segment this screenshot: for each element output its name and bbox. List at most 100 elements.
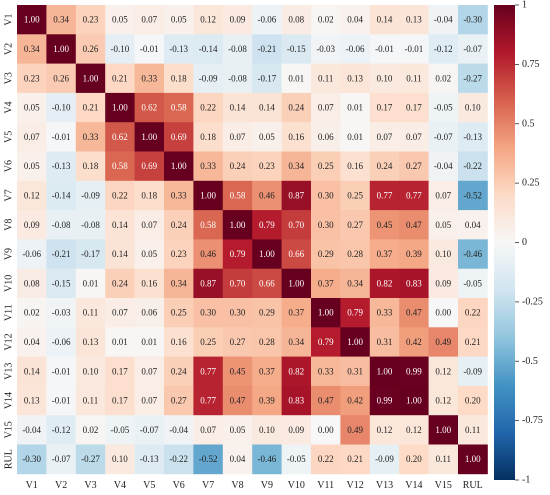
heatmap-cell-V5-V9 [252,122,282,152]
heatmap-cell-V2-V7 [193,34,224,64]
heatmap-cell-V13-V2 [46,356,77,387]
cell-value-label: 0.02 [318,15,334,25]
cell-value-label: 0.34 [53,15,69,25]
cell-value-label: 1.00 [377,366,393,376]
heatmap-cell-V12-RUL [458,327,488,357]
heatmap-cell-V4-V2 [46,92,77,123]
cell-value-label: 0.83 [406,278,422,288]
heatmap-cell-V5-V12 [340,122,371,152]
heatmap-cell-V4-V1 [17,92,47,123]
cell-value-label: -0.06 [52,337,71,347]
heatmap-cell-V2-V11 [311,34,341,64]
cell-value-label: 0.28 [259,337,275,347]
cell-value-label: -0.15 [287,44,306,54]
heatmap-cell-V12-V8 [222,327,253,357]
cell-value-label: -0.27 [463,73,482,83]
cell-value-label: 0.06 [318,132,334,142]
cell-value-label: 0.34 [171,278,187,288]
heatmap-cell-V6-V8 [222,151,253,182]
cell-value-label: 0.82 [377,278,393,288]
cell-value-label: 0.16 [171,337,187,347]
cell-value-label: -0.13 [169,44,188,54]
heatmap-cell-V13-V9 [252,356,282,387]
heatmap-cell-V6-V3 [75,151,106,182]
heatmap-cell-V10-V8 [222,268,253,299]
cell-value-label: -0.01 [52,396,71,406]
heatmap-cell-V4-V6 [164,92,194,123]
heatmap-cell-RUL-V7 [193,444,224,475]
heatmap-cell-V7-V3 [75,180,106,211]
heatmap-cell-V9-V11 [311,239,341,270]
cell-value-label: 0.11 [406,73,421,83]
heatmap-cell-RUL-V3 [75,444,106,475]
heatmap-cell-V13-V8 [222,356,253,387]
cell-value-label: -0.21 [258,44,277,54]
y-tick-label: V10 [4,275,15,292]
heatmap-cell-V14-V6 [164,385,194,416]
cell-value-label: 0.07 [24,132,40,142]
cell-value-label: 0.27 [347,220,363,230]
heatmap-cell-V5-V6 [164,122,194,152]
heatmap-cell-V9-V12 [340,239,371,270]
cell-value-label: -0.46 [258,454,277,464]
heatmap-cell-V4-V15 [428,92,459,123]
cell-value-label: 0.14 [112,220,128,230]
heatmap-cell-V12-V5 [134,327,165,357]
cell-value-label: -0.27 [81,454,100,464]
y-tick-label: V9 [4,248,15,260]
cell-value-label: 0.58 [230,190,246,200]
y-tick-label: V3 [4,72,15,84]
cell-value-label: 0.30 [200,308,216,318]
cell-value-label: -0.06 [258,15,277,25]
heatmap-cell-V5-V2 [46,122,77,152]
heatmap-cell-V1-RUL [458,5,488,35]
cell-value-label: 0.34 [288,161,304,171]
cell-value-label: -0.14 [199,44,218,54]
cell-value-label: 1.00 [171,161,187,171]
heatmap-cell-RUL-V13 [369,444,400,475]
heatmap-cell-V9-V7 [193,239,224,270]
x-tick-label: V4 [114,480,126,491]
cell-value-label: -0.07 [463,44,482,54]
cell-value-label: 0.10 [83,366,99,376]
heatmap-cell-V7-V15 [428,180,459,211]
cell-value-label: -0.10 [111,44,130,54]
colorbar-tick-label: 0.75 [522,59,540,70]
cell-value-label: 0.21 [465,337,481,347]
heatmap-cell-V1-V5 [134,5,165,35]
heatmap-cell-V15-RUL [458,415,488,445]
cell-value-label: 0.34 [24,44,40,54]
heatmap-cell-V6-V10 [281,151,312,182]
cell-value-label: -0.05 [463,278,482,288]
heatmap-cell-V10-V5 [134,268,165,299]
cell-value-label: 0.39 [406,249,422,259]
cell-value-label: 1.00 [200,190,216,200]
cell-value-label: 0.08 [24,278,40,288]
cell-value-label: 0.33 [200,161,216,171]
cell-value-label: -0.17 [258,73,277,83]
y-tick-label: RUL [4,449,15,469]
cell-value-label: -0.52 [463,190,482,200]
y-tick-label: V2 [4,43,15,55]
cell-value-label: 0.17 [406,103,422,113]
cell-value-label: 0.33 [318,366,334,376]
y-tick-label: V5 [4,131,15,143]
heatmap-cell-V10-V13 [369,268,400,299]
cell-value-label: 0.00 [435,308,451,318]
cell-value-label: -0.22 [169,454,188,464]
heatmap-cell-V3-V3 [75,63,106,94]
colorbar-tick-label: -0.75 [522,415,543,426]
heatmap-cell-V13-V11 [311,356,341,387]
cell-value-label: 0.24 [171,220,187,230]
cell-value-label: 0.11 [318,73,333,83]
cell-value-label: 0.77 [200,396,216,406]
y-tick-label: V11 [4,304,15,321]
y-tick-label: V14 [4,392,15,409]
heatmap-cell-V2-V4 [105,34,135,64]
cell-value-label: 0.06 [141,308,157,318]
cell-value-label: -0.04 [169,425,188,435]
heatmap-cell-V4-V9 [252,92,282,123]
cell-value-label: 0.31 [377,337,393,347]
cell-value-label: 1.00 [112,103,128,113]
